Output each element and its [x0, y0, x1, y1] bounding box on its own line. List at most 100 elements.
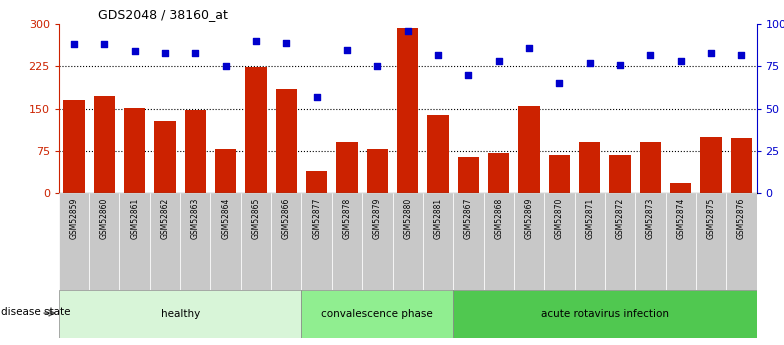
Bar: [332, 193, 362, 290]
Bar: [700, 137, 721, 193]
Point: [553, 80, 565, 86]
Bar: [488, 152, 510, 193]
Bar: [549, 155, 570, 193]
Text: GSM52871: GSM52871: [585, 198, 594, 239]
Point: [158, 50, 171, 56]
Text: GSM52860: GSM52860: [100, 198, 109, 239]
Point: [310, 94, 323, 100]
Bar: [302, 290, 453, 338]
Bar: [64, 100, 85, 193]
Point: [492, 59, 505, 64]
Text: GSM52873: GSM52873: [646, 198, 655, 239]
Text: GSM52862: GSM52862: [161, 198, 169, 239]
Text: healthy: healthy: [161, 309, 200, 319]
Point: [371, 63, 383, 69]
Point: [250, 38, 263, 44]
Point: [280, 40, 292, 46]
Bar: [453, 193, 484, 290]
Text: GSM52867: GSM52867: [464, 198, 473, 239]
Text: GSM52865: GSM52865: [252, 198, 260, 239]
Text: GSM52866: GSM52866: [281, 198, 291, 239]
Bar: [696, 193, 726, 290]
Bar: [575, 193, 605, 290]
Text: convalescence phase: convalescence phase: [321, 309, 434, 319]
Bar: [59, 193, 89, 290]
Bar: [367, 149, 388, 193]
Point: [220, 63, 232, 69]
Bar: [427, 116, 448, 193]
Bar: [241, 193, 271, 290]
Text: GSM52879: GSM52879: [373, 198, 382, 239]
Bar: [731, 138, 752, 193]
Bar: [393, 193, 423, 290]
Text: GSM52880: GSM52880: [403, 198, 412, 239]
Point: [129, 48, 141, 54]
Bar: [458, 157, 479, 193]
Point: [341, 47, 354, 52]
Bar: [271, 193, 302, 290]
Bar: [397, 28, 419, 193]
Text: GSM52863: GSM52863: [191, 198, 200, 239]
Bar: [59, 290, 302, 338]
Text: disease state: disease state: [1, 307, 71, 317]
Point: [705, 50, 717, 56]
Text: GSM52868: GSM52868: [494, 198, 503, 239]
Point: [98, 42, 111, 47]
Bar: [609, 155, 630, 193]
Point: [189, 50, 201, 56]
Bar: [302, 193, 332, 290]
Point: [67, 42, 80, 47]
Text: GSM52864: GSM52864: [221, 198, 230, 239]
Bar: [484, 193, 514, 290]
Text: GSM52870: GSM52870: [555, 198, 564, 239]
Point: [401, 28, 414, 34]
Bar: [185, 110, 206, 193]
Point: [432, 52, 445, 57]
Bar: [726, 193, 757, 290]
Bar: [119, 193, 150, 290]
Text: GSM52874: GSM52874: [677, 198, 685, 239]
Text: acute rotavirus infection: acute rotavirus infection: [541, 309, 669, 319]
Point: [583, 60, 596, 66]
Bar: [210, 193, 241, 290]
Point: [462, 72, 474, 78]
Bar: [640, 142, 661, 193]
Bar: [670, 183, 691, 193]
Text: GSM52861: GSM52861: [130, 198, 139, 239]
Point: [674, 59, 687, 64]
Point: [735, 52, 748, 57]
Text: GSM52859: GSM52859: [70, 198, 78, 239]
Bar: [579, 142, 601, 193]
Text: GDS2048 / 38160_at: GDS2048 / 38160_at: [98, 8, 228, 21]
Bar: [180, 193, 210, 290]
Bar: [150, 193, 180, 290]
Bar: [215, 149, 236, 193]
Bar: [93, 96, 115, 193]
Bar: [514, 193, 544, 290]
Bar: [245, 67, 267, 193]
Bar: [336, 142, 358, 193]
Point: [614, 62, 626, 68]
Bar: [276, 89, 297, 193]
Bar: [453, 290, 757, 338]
Bar: [124, 108, 145, 193]
Bar: [635, 193, 666, 290]
Bar: [518, 106, 539, 193]
Text: GSM52876: GSM52876: [737, 198, 746, 239]
Bar: [544, 193, 575, 290]
Text: GSM52872: GSM52872: [615, 198, 625, 239]
Bar: [89, 193, 119, 290]
Point: [644, 52, 657, 57]
Bar: [154, 121, 176, 193]
Bar: [306, 171, 327, 193]
Bar: [605, 193, 635, 290]
Text: GSM52878: GSM52878: [343, 198, 351, 239]
Text: GSM52881: GSM52881: [434, 198, 442, 239]
Bar: [423, 193, 453, 290]
Text: GSM52875: GSM52875: [706, 198, 716, 239]
Text: GSM52877: GSM52877: [312, 198, 321, 239]
Point: [523, 45, 535, 51]
Bar: [362, 193, 393, 290]
Text: GSM52869: GSM52869: [524, 198, 534, 239]
Bar: [666, 193, 696, 290]
